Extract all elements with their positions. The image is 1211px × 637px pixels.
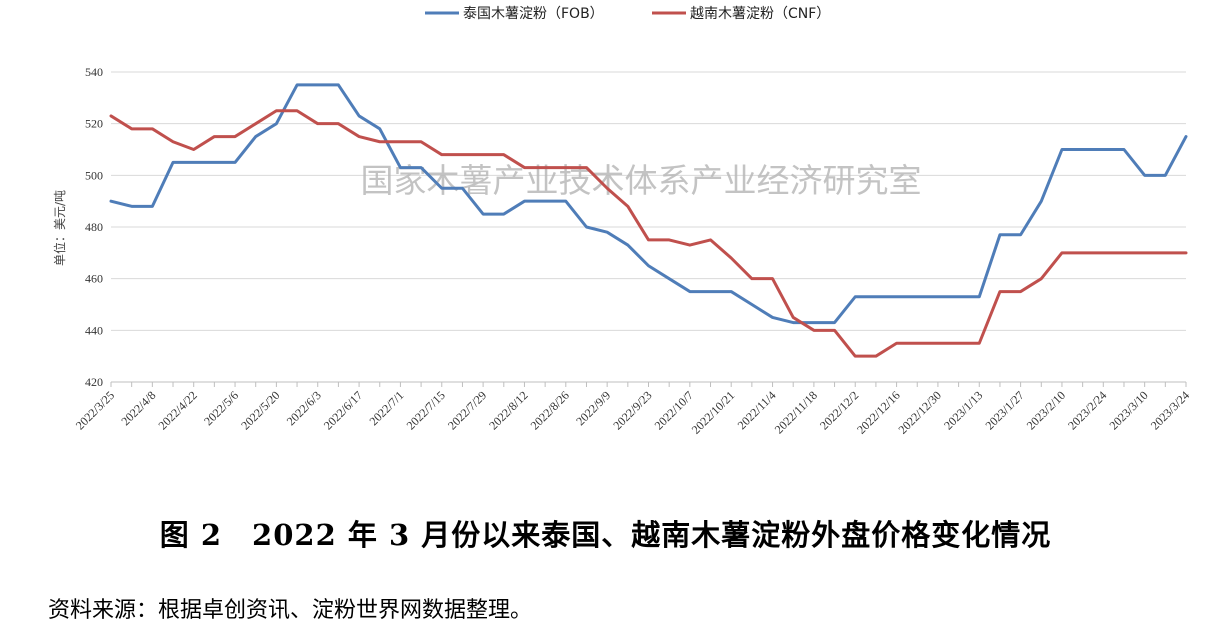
y-tick-label: 540: [85, 65, 103, 79]
x-tick-label: 2023/2/24: [1065, 388, 1109, 432]
axes: [110, 381, 1187, 387]
chart-area: 420 440 460 480 500 520 540 2022/3/25 2022/4/8 2…: [52, 6, 1192, 437]
x-tick-label: 2022/10/21: [689, 388, 738, 437]
y-tick-label: 420: [85, 375, 103, 389]
legend-label-thailand: 泰国木薯淀粉（FOB）: [463, 6, 604, 22]
y-axis-label: 单位：美元/吨: [52, 190, 67, 266]
x-tick-label: 2022/3/25: [73, 388, 117, 432]
x-tick-label: 2022/8/12: [486, 388, 530, 432]
y-tick-label: 520: [85, 117, 103, 131]
figure-caption: 图 2 2022 年 3 月份以来泰国、越南木薯淀粉外盘价格变化情况: [159, 518, 1052, 552]
y-tick-label: 480: [85, 220, 103, 234]
x-tick-label: 2022/8/26: [528, 388, 572, 432]
x-tick-label: 2022/9/23: [610, 388, 654, 432]
x-tick-label: 2022/7/1: [366, 388, 406, 428]
legend: 泰国木薯淀粉（FOB） 越南木薯淀粉（CNF）: [425, 6, 830, 22]
x-tick-label: 2022/12/30: [895, 388, 944, 437]
x-tick-label: 2022/5/6: [201, 388, 241, 428]
x-tick-label: 2022/4/22: [155, 388, 199, 432]
x-tick-label: 2022/6/3: [284, 388, 324, 428]
y-tick-label: 460: [85, 272, 103, 286]
x-tick-label: 2022/4/8: [118, 388, 158, 428]
x-tick-label: 2022/12/16: [854, 388, 903, 437]
x-tick-label: 2022/9/9: [573, 388, 613, 428]
x-tick-label: 2023/3/24: [1148, 388, 1192, 432]
series-lines: [109, 83, 1188, 358]
x-tick-label: 2023/1/13: [941, 388, 985, 432]
x-tick-label: 2022/5/20: [238, 388, 282, 432]
y-tick-label: 440: [85, 323, 103, 337]
legend-label-vietnam: 越南木薯淀粉（CNF）: [690, 6, 830, 22]
x-tick-label: 2023/3/10: [1106, 388, 1150, 432]
x-tick-label: 2022/11/18: [772, 388, 820, 436]
series-line-thailand: [109, 83, 1188, 325]
watermark: 国家木薯产业技术体系产业经济研究室: [361, 161, 922, 200]
x-tick-label: 2022/6/17: [321, 388, 365, 432]
series-line-vietnam: [109, 109, 1188, 358]
x-tick-label: 2023/2/10: [1024, 388, 1068, 432]
gridlines: [111, 71, 1186, 331]
y-tick-label: 500: [85, 168, 103, 182]
x-tick-label: 2022/7/15: [404, 388, 448, 432]
x-tick-label: 2022/7/29: [445, 388, 489, 432]
y-tick-labels: 420 440 460 480 500 520 540: [85, 65, 103, 389]
x-tick-label: 2023/1/27: [982, 388, 1026, 432]
source-note: 资料来源：根据卓创资讯、淀粉世界网数据整理。: [48, 598, 533, 623]
